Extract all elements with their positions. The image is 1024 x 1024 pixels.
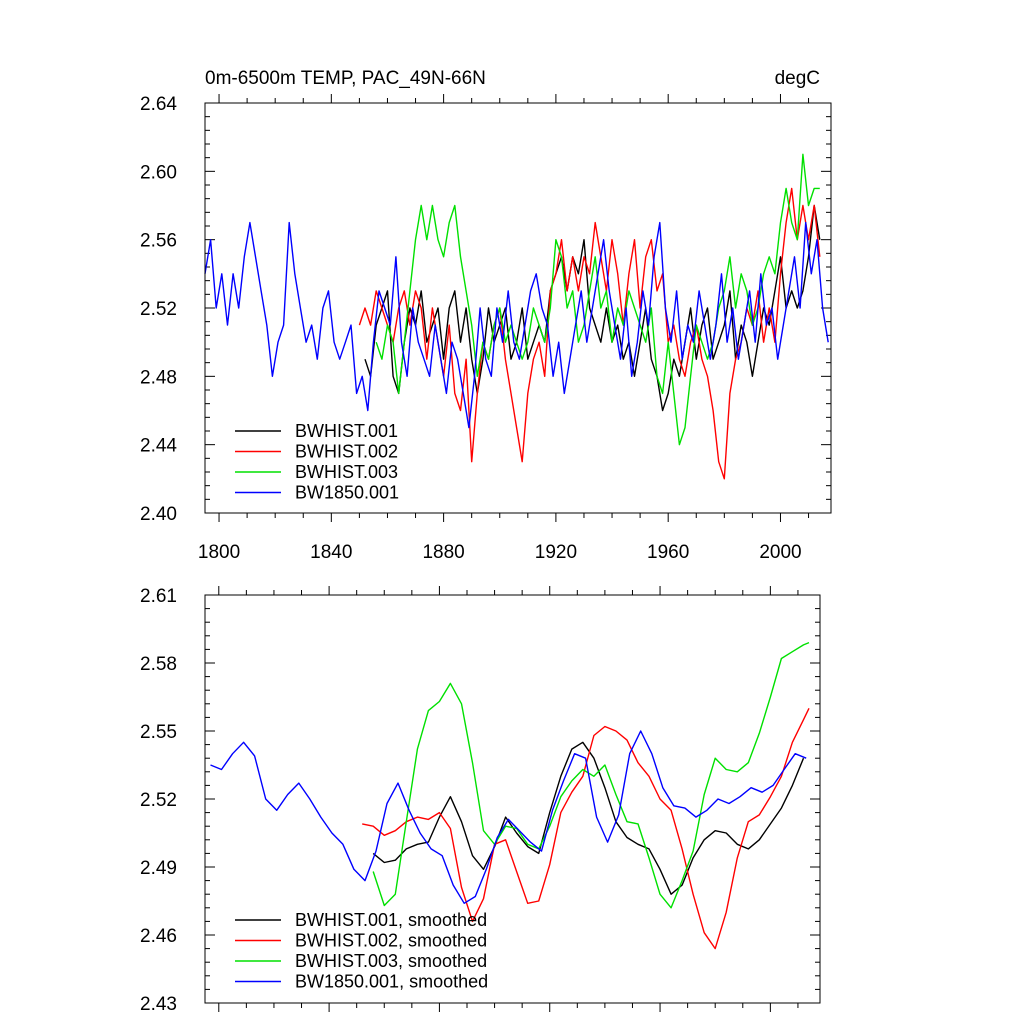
series-line-bw1850-001 [204, 221, 829, 429]
legend-label: BWHIST.001, smoothed [295, 910, 487, 930]
y-tick-label: 2.56 [140, 231, 177, 252]
y-tick-label: 2.44 [140, 436, 177, 457]
bottom-panel: 2.43 2.46 2.49 2.52 2.55 2.58 2.61 BWHIST.001,… [140, 586, 821, 1015]
x-tick-label: 2000 [759, 542, 801, 563]
bottom-panel-ticks: 2.43 2.46 2.49 2.52 2.55 2.58 2.61 [140, 586, 820, 1015]
legend-label: BWHIST.003, smoothed [295, 951, 487, 971]
y-tick-label: 2.60 [140, 162, 177, 183]
top-panel-title: 0m-6500m TEMP, PAC_49N-66N [205, 68, 486, 89]
top-panel: 0m-6500m TEMP, PAC_49N-66N degC 1800 1840… [140, 68, 832, 563]
series-line-bwhist-001-smoothed [372, 741, 805, 895]
y-tick-label: 2.40 [140, 504, 177, 525]
x-tick-label: 1800 [198, 542, 240, 563]
legend-label: BW1850.001 [295, 483, 399, 503]
legend-label: BWHIST.002, smoothed [295, 931, 487, 951]
series-line-bwhist-003 [375, 153, 820, 446]
y-tick-label: 2.46 [140, 926, 177, 947]
legend-label: BWHIST.003 [295, 462, 398, 482]
series-line-bwhist-001 [364, 204, 821, 412]
y-tick-label: 2.64 [140, 94, 177, 115]
series-line-bwhist-003-smoothed [372, 641, 810, 909]
y-tick-label: 2.61 [140, 586, 177, 607]
y-tick-label: 2.55 [140, 722, 177, 743]
legend-label: BW1850.001, smoothed [295, 972, 488, 992]
series-line-bwhist-002-smoothed [362, 707, 810, 950]
top-panel-units: degC [775, 68, 820, 89]
top-panel-frame [204, 102, 832, 514]
top-panel-series [204, 153, 829, 480]
legend-label: BWHIST.001 [295, 421, 398, 441]
y-tick-label: 2.43 [140, 994, 177, 1015]
bottom-panel-series [210, 641, 810, 950]
y-tick-label: 2.52 [140, 790, 177, 811]
top-panel-ticks: 1800 1840 1880 1920 1960 2000 2.40 2.44 2.48 2.52… [140, 94, 831, 563]
y-tick-label: 2.48 [140, 367, 177, 388]
legend-label: BWHIST.002 [295, 442, 398, 462]
x-tick-label: 1880 [422, 542, 464, 563]
y-tick-label: 2.49 [140, 858, 177, 879]
y-tick-label: 2.58 [140, 654, 177, 675]
series-line-bw1850-001-smoothed [210, 730, 807, 904]
y-tick-label: 2.52 [140, 299, 177, 320]
x-tick-label: 1960 [647, 542, 689, 563]
x-tick-label: 1920 [535, 542, 577, 563]
bottom-panel-frame [204, 594, 821, 1004]
x-tick-label: 1840 [310, 542, 352, 563]
